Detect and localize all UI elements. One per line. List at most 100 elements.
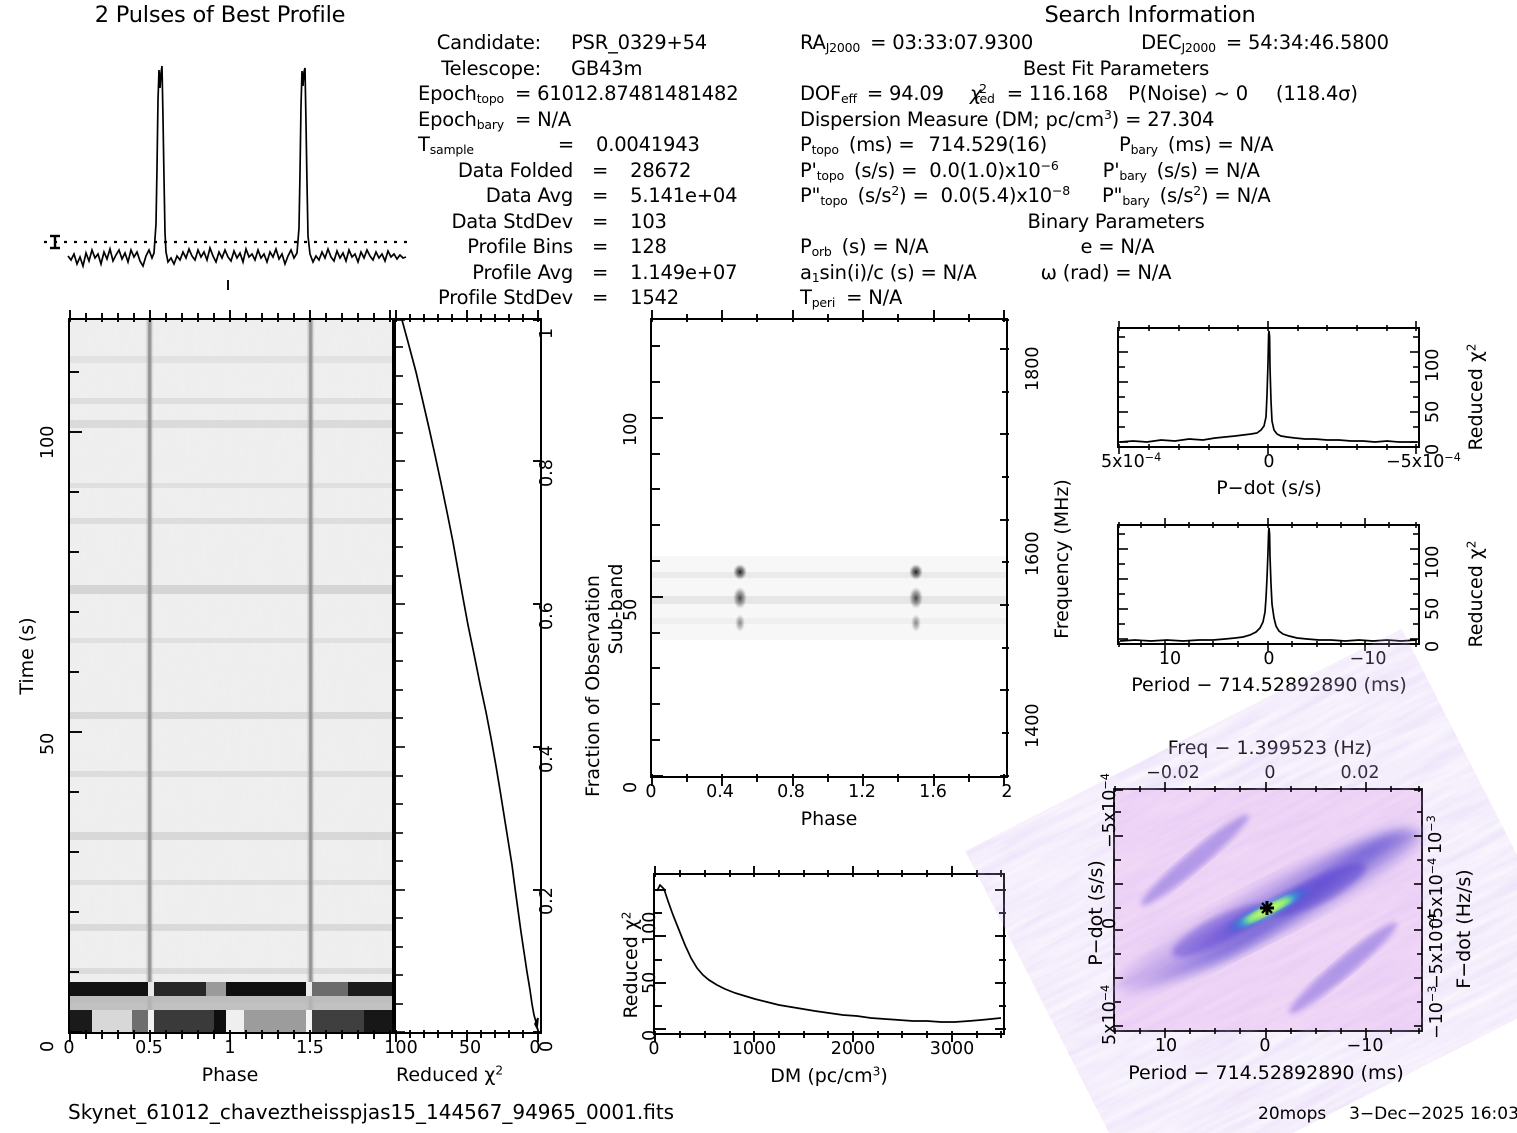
ppdot-ytick-right-top: 10−3 <box>1424 815 1446 854</box>
rfi-dark-row <box>70 982 392 996</box>
chi2-pdot-xtick-mid: 0 <box>1263 452 1275 472</box>
ppdot-ytick-right-bot: −10−3 <box>1425 985 1447 1039</box>
chi2-period-ytick-1: 50 <box>1423 597 1443 620</box>
tsample-value: 0.0041943 <box>596 133 700 156</box>
chi2-vs-fraction-plot[interactable] <box>394 310 542 1042</box>
asini-row: a1sin(i)/c (s) = N/A ω (rad) = N/A <box>800 260 1172 285</box>
chi2-fraction-ylabel: Fraction of Observation <box>582 575 604 797</box>
chi2-dm-ylabel: Reduced χ2 <box>619 911 642 1019</box>
telescope-row: Telescope: GB43m <box>441 56 643 80</box>
chi2-fraction-ytick-1: 0.2 <box>537 887 557 915</box>
active-subband-region <box>652 556 1006 640</box>
subband-right-ticks <box>1000 319 1009 777</box>
ra-value: = 03:33:07.9300 <box>870 31 1034 54</box>
ppdot-xtick-0: 10 <box>1154 1036 1178 1056</box>
subband-top-ticks <box>651 310 1005 322</box>
time-phase-xlabel: Phase <box>201 1064 259 1086</box>
ppdot-left-ticks <box>1115 789 1123 1027</box>
chi2-vs-pdot-trace <box>1119 330 1417 443</box>
sigma-value: (118.4σ) <box>1275 82 1358 105</box>
chi2-dm-xtick-2: 2000 <box>830 1039 876 1059</box>
epoch-topo-row: Epochtopo = 61012.87481481482 <box>418 82 739 107</box>
epoch-bary-row: Epochbary = N/A <box>418 107 572 132</box>
subband-freq-label: Frequency (MHz) <box>1051 479 1073 639</box>
chi2-period-xtick-0: 10 <box>1158 649 1182 669</box>
chi2-pdot-xtick-left: 5x10−4 <box>1101 450 1162 472</box>
data-stddev-row: Data StdDev = 103 <box>451 209 667 233</box>
p-bary-value: (ms) = N/A <box>1167 133 1274 156</box>
time-phase-xtick-1: 0.5 <box>135 1038 163 1058</box>
pddot-topo-value: 0.0(5.4)x10 <box>940 184 1053 207</box>
subband-ytick-2: 100 <box>621 412 641 446</box>
chi2-pdot-ytick-2: 100 <box>1423 348 1443 382</box>
subband-xlabel: Phase <box>800 808 858 830</box>
chi2-dm-ytick-1: 50 <box>640 971 660 994</box>
chi2-vs-dm-plot[interactable] <box>653 866 1006 1042</box>
time-phase-xtick-3: 1.5 <box>296 1038 324 1058</box>
ppdot-bottom-ticks <box>1114 1028 1420 1038</box>
subband-ytick-0: 0 <box>621 781 641 793</box>
chi2-vs-period-plot[interactable] <box>1117 518 1420 651</box>
time-phase-bottom-ticks <box>69 1030 391 1042</box>
chi2-dm-xtick-3: 3000 <box>929 1039 975 1059</box>
pdot-topo-row: P'topo (s/s) = 0.0(1.0)x10−6 P'bary (s/s… <box>800 157 1260 183</box>
dispersion-measure-row: Dispersion Measure (DM; pc/cm3) = 27.304 <box>800 106 1215 131</box>
candidate-value: PSR_0329+54 <box>571 31 708 54</box>
chi2-fraction-line <box>401 319 539 1031</box>
time-phase-top-ticks <box>69 310 391 322</box>
chi2-fraction-ytick-0: 0 <box>537 1040 557 1052</box>
p-topo-row: Ptopo (ms) = 714.529(16) Pbary (ms) = N/… <box>800 133 1274 158</box>
telescope-value: GB43m <box>571 56 643 80</box>
dec-value: = 54:34:46.5800 <box>1225 31 1389 54</box>
chi2-fraction-right-ticks <box>533 319 542 1033</box>
candidate-info-block: Candidate: PSR_0329+54 Telescope: GB43m … <box>418 30 808 311</box>
chi2-dm-xlabel: DM (pc/cm3) <box>770 1064 888 1087</box>
footer-meta: 20mops 3−Dec−2025 16:03 <box>1258 1104 1517 1124</box>
chi2-pdot-bottom-ticks <box>1118 444 1417 454</box>
time-phase-ytick-2: 100 <box>38 425 58 459</box>
chi2-pdot-xtick-right: −5x10−4 <box>1386 450 1461 472</box>
porb-value: (s) = N/A <box>841 235 929 258</box>
time-vs-phase-plot[interactable] <box>68 310 394 1042</box>
profile-avg-row: Profile Avg = 1.149e+07 <box>472 260 738 284</box>
omega-value: ω (rad) = N/A <box>1040 260 1172 284</box>
chi2-period-left-ticks <box>1119 533 1128 640</box>
subband-freq-tick-1: 1600 <box>1023 531 1043 576</box>
data-folded-value: 28672 <box>630 158 692 182</box>
data-avg-row: Data Avg = 5.141e+04 <box>485 184 738 207</box>
time-phase-xtick-2: 1 <box>224 1038 236 1058</box>
chi2-period-top-ticks <box>1118 518 1417 528</box>
chi2-dm-xtick-1: 1000 <box>731 1039 777 1059</box>
profile-title: 2 Pulses of Best Profile <box>94 2 346 28</box>
chi2-vs-fraction-trace <box>401 319 539 1031</box>
ppdot-xtick-1: 0 <box>1259 1036 1271 1056</box>
subband-vs-phase-plot[interactable] <box>650 310 1009 786</box>
coords-row: RAJ2000 = 03:33:07.9300 DECJ2000 = 54:34… <box>800 31 1389 56</box>
footer-filename: Skynet_61012_chaveztheisspjas15_144567_9… <box>68 1100 675 1124</box>
chi2-vs-period-trace <box>1119 527 1418 642</box>
best-profile-svg <box>44 65 408 290</box>
profile-stddev-value: 1542 <box>630 286 679 309</box>
profile-stddev-row: Profile StdDev = 1542 <box>438 286 679 309</box>
best-profile-plot <box>30 28 418 290</box>
profile-trace <box>67 65 407 270</box>
chi2-fraction-xtick-2: 0 <box>529 1038 541 1058</box>
chi2-vs-pdot-plot[interactable] <box>1117 321 1420 454</box>
chi2-period-ytick-0: 0 <box>1423 640 1443 652</box>
period-pdot-chi2-map[interactable] <box>965 628 1517 1133</box>
chi2-period-xtick-1: 0 <box>1263 649 1275 669</box>
chi2-period-line <box>1119 527 1418 642</box>
eccentricity-value: e = N/A <box>1080 235 1155 258</box>
ppdot-side-arms <box>1141 814 1397 1014</box>
subband-ylabel: Sub-band <box>605 563 627 655</box>
chi2-fraction-xtick-0: 100 <box>384 1038 418 1058</box>
subband-freq-tick-2: 1800 <box>1023 346 1043 391</box>
best-fit-title: Best Fit Parameters <box>1022 56 1210 80</box>
profile-bins-value: 128 <box>630 235 667 258</box>
chi2-dm-bottom-ticks <box>654 1031 1002 1042</box>
chi2-pdot-top-ticks <box>1118 321 1417 331</box>
chi2-red-value: = 116.168 <box>1006 82 1109 105</box>
ppdot-xlabel: Period − 714.52892890 (ms) <box>1128 1062 1404 1084</box>
tsample-row: Tsample = 0.0041943 <box>418 133 700 158</box>
pdot-topo-value: 0.0(1.0)x10 <box>929 158 1041 182</box>
